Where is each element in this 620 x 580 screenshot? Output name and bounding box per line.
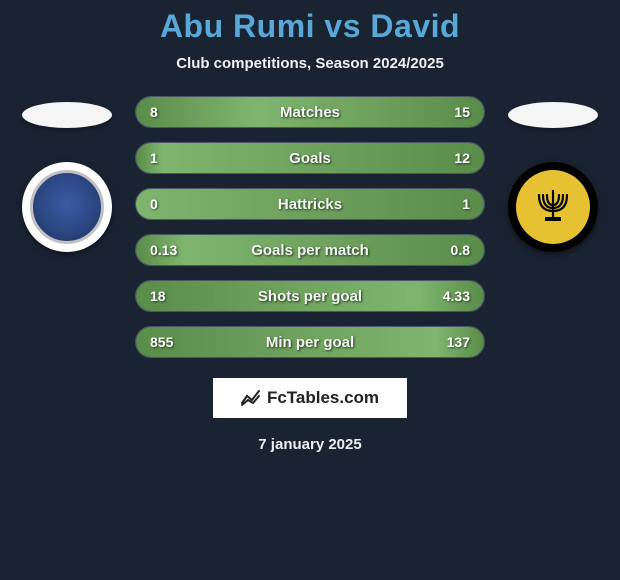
bar-value-right: 137 — [447, 334, 470, 350]
page-title: Abu Rumi vs David — [160, 8, 460, 45]
stat-bar: 1 12 Goals — [135, 142, 485, 174]
right-club-badge-inner — [516, 170, 590, 244]
right-player-col — [503, 96, 603, 252]
left-country-oval — [22, 102, 112, 128]
left-club-badge — [22, 162, 112, 252]
bar-value-right: 1 — [462, 196, 470, 212]
bar-value-left: 0 — [150, 196, 158, 212]
bar-value-right: 0.8 — [451, 242, 470, 258]
bar-value-left: 8 — [150, 104, 158, 120]
bar-label: Goals per match — [251, 242, 369, 259]
right-club-badge — [508, 162, 598, 252]
stat-bar: 8 15 Matches — [135, 96, 485, 128]
stats-bars: 8 15 Matches 1 12 Goals 0 1 Hattricks 0.13 0.8 Goal… — [135, 96, 485, 358]
brand-chart-icon — [241, 389, 261, 407]
right-country-oval — [508, 102, 598, 128]
stat-bar: 18 4.33 Shots per goal — [135, 280, 485, 312]
bar-value-right: 4.33 — [443, 288, 470, 304]
menorah-icon — [533, 187, 573, 227]
bar-label: Min per goal — [266, 334, 354, 351]
bar-value-left: 0.13 — [150, 242, 177, 258]
left-club-badge-inner — [30, 170, 104, 244]
bar-label: Shots per goal — [258, 288, 362, 305]
subtitle: Club competitions, Season 2024/2025 — [176, 55, 444, 72]
stat-bar: 0 1 Hattricks — [135, 188, 485, 220]
left-player-col — [17, 96, 117, 252]
bar-value-left: 855 — [150, 334, 173, 350]
bar-label: Hattricks — [278, 196, 342, 213]
comparison-card: Abu Rumi vs David Club competitions, Sea… — [0, 0, 620, 580]
stat-bar: 0.13 0.8 Goals per match — [135, 234, 485, 266]
bar-value-left: 1 — [150, 150, 158, 166]
stat-bar: 855 137 Min per goal — [135, 326, 485, 358]
brand-label: FcTables.com — [267, 388, 379, 408]
bar-value-right: 15 — [454, 104, 470, 120]
date-line: 7 january 2025 — [258, 436, 361, 453]
bar-value-left: 18 — [150, 288, 166, 304]
brand-box[interactable]: FcTables.com — [213, 378, 407, 418]
bar-value-right: 12 — [454, 150, 470, 166]
bar-label: Matches — [280, 104, 340, 121]
main-row: 8 15 Matches 1 12 Goals 0 1 Hattricks 0.13 0.8 Goal… — [0, 96, 620, 358]
bar-label: Goals — [289, 150, 331, 167]
